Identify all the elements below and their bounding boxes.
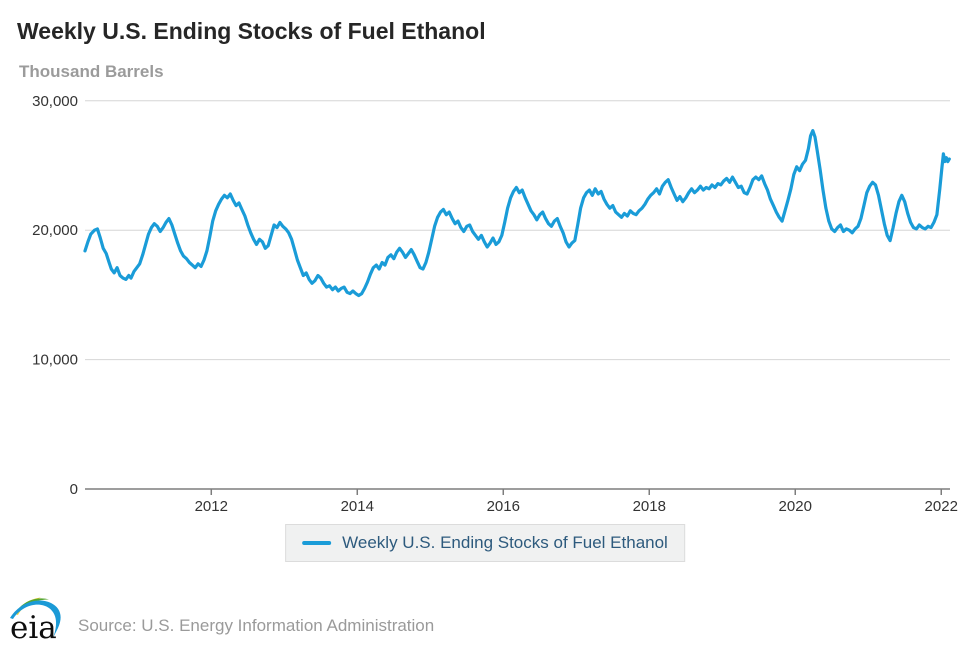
- x-tick-label: 2022: [925, 498, 958, 515]
- y-tick-label: 30,000: [32, 93, 78, 110]
- footer: eia Source: U.S. Energy Information Admi…: [8, 593, 434, 645]
- chart-title: Weekly U.S. Ending Stocks of Fuel Ethano…: [17, 18, 486, 44]
- eia-logo: eia: [10, 597, 61, 645]
- legend-line-swatch: [302, 541, 332, 545]
- y-tick-label: 20,000: [32, 222, 78, 239]
- y-tick-label: 10,000: [32, 352, 78, 369]
- x-tick-label: 2018: [633, 498, 666, 515]
- x-tick-label: 2012: [195, 498, 228, 515]
- legend-label: Weekly U.S. Ending Stocks of Fuel Ethano…: [342, 533, 668, 552]
- x-tick-label: 2020: [779, 498, 812, 515]
- data-series-line: [83, 129, 951, 298]
- x-tick-label: 2014: [341, 498, 374, 515]
- source-text: Source: U.S. Energy Information Administ…: [78, 616, 435, 635]
- chart-units-label: Thousand Barrels: [19, 62, 164, 81]
- x-tick-label: 2016: [487, 498, 520, 515]
- legend-item[interactable]: Weekly U.S. Ending Stocks of Fuel Ethano…: [285, 524, 685, 562]
- y-tick-label: 0: [70, 481, 78, 498]
- eia-logo-text: eia: [10, 610, 57, 645]
